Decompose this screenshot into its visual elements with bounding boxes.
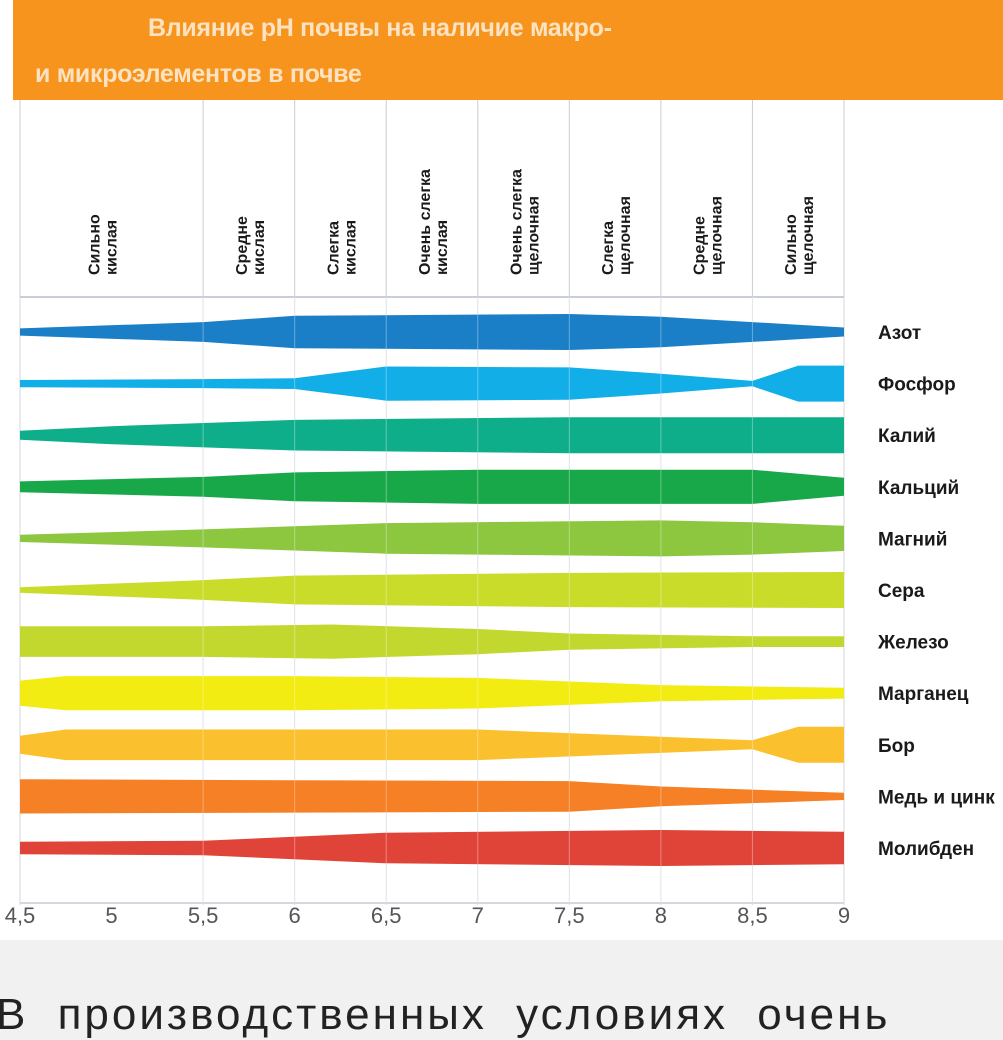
band-10: [20, 779, 844, 814]
category-label: Сильно: [87, 214, 104, 275]
category-label: кислая: [342, 220, 359, 275]
x-tick-label: 7: [472, 903, 484, 928]
series-label: Сера: [878, 581, 925, 602]
band-8: [20, 676, 844, 711]
x-tick-label: 7,5: [554, 903, 585, 928]
category-label: Слегка: [325, 221, 342, 275]
article-text: В производственных условиях очень: [0, 990, 891, 1039]
category-label: кислая: [104, 220, 121, 275]
x-tick-label: 5,5: [188, 903, 219, 928]
series-label: Молибден: [878, 839, 974, 860]
band-3: [20, 417, 844, 454]
chart-title-banner: Влияние pH почвы на наличие макро- и мик…: [13, 0, 1003, 100]
series-label: Кальций: [878, 478, 959, 499]
category-label: Слегка: [600, 221, 617, 275]
category-label: кислая: [434, 220, 451, 275]
x-tick-label: 5: [105, 903, 117, 928]
band-9: [20, 726, 844, 763]
category-label: кислая: [251, 220, 268, 275]
category-label: Средне: [692, 216, 709, 275]
series-label: Азот: [878, 323, 921, 344]
band-6: [20, 572, 844, 608]
category-label: щелочная: [617, 196, 634, 275]
category-label: щелочная: [526, 196, 543, 275]
band-2: [20, 365, 844, 402]
category-label: Сильно: [783, 214, 800, 275]
category-label: щелочная: [800, 196, 817, 275]
series-label: Бор: [878, 736, 915, 757]
ph-availability-chart: Сильно кислая Средне кислая Слегка кислая Очен…: [5, 100, 995, 928]
x-tick-label: 4,5: [5, 903, 36, 928]
band-11: [20, 830, 844, 866]
x-tick-label: 8,5: [737, 903, 768, 928]
series-label: Магний: [878, 529, 947, 550]
x-tick-label: 8: [655, 903, 667, 928]
x-tick-label: 6: [289, 903, 301, 928]
series-label: Медь и цинк: [878, 787, 995, 808]
band-1: [20, 314, 844, 350]
category-label: Средне: [234, 216, 251, 275]
band-4: [20, 469, 844, 504]
series-label: Калий: [878, 426, 936, 447]
category-label: щелочная: [709, 196, 726, 275]
category-label: Очень слегка: [417, 169, 434, 275]
chart-title-line2: и микроэлементов в почве: [35, 60, 362, 88]
series-label: Фосфор: [878, 375, 956, 396]
x-tick-label: 9: [838, 903, 850, 928]
category-label: Очень слегка: [509, 169, 526, 275]
x-tick-label: 6,5: [371, 903, 402, 928]
series-label: Железо: [877, 633, 949, 654]
band-5: [20, 520, 844, 557]
chart-title-line1: Влияние pH почвы на наличие макро-: [148, 14, 612, 42]
band-7: [20, 624, 844, 659]
series-label: Марганец: [878, 684, 969, 705]
